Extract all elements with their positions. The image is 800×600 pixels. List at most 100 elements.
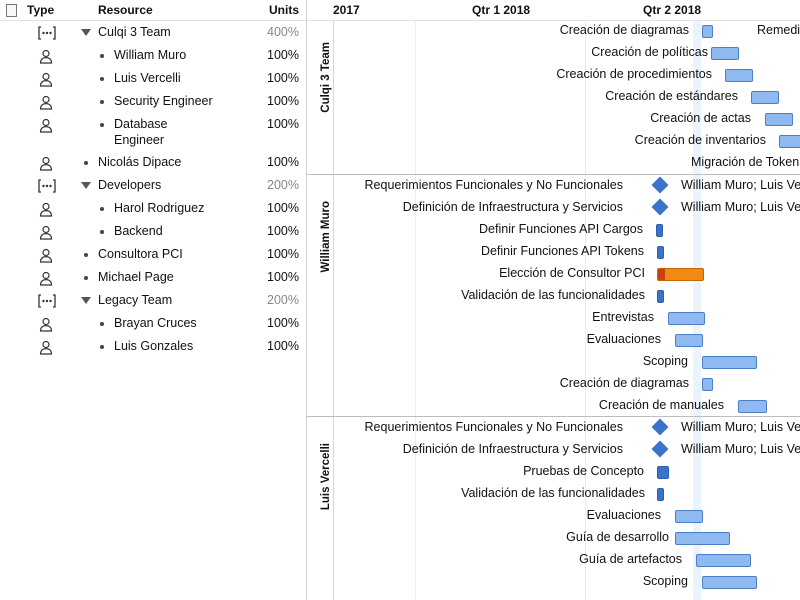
task-name: Scoping: [642, 354, 688, 368]
task-name: Evaluaciones: [586, 508, 661, 522]
task-row[interactable]: Definición de Infraestructura y Servicio…: [307, 197, 800, 219]
task-bar[interactable]: [702, 378, 713, 391]
task-row[interactable]: Guía de artefactos: [307, 549, 800, 571]
task-row[interactable]: Creación de diagramas: [307, 373, 800, 395]
resource-name: Michael Page: [98, 270, 174, 284]
task-row[interactable]: Creación de políticas: [307, 42, 800, 64]
column-header-resource[interactable]: Resource: [98, 3, 153, 17]
resource-name: Luis Vercelli: [114, 71, 181, 85]
milestone-diamond[interactable]: [651, 418, 669, 436]
task-row[interactable]: Creación de procedimientos: [307, 64, 800, 86]
person-icon: [38, 156, 54, 171]
resource-units[interactable]: 100%: [267, 48, 299, 62]
resource-units[interactable]: 100%: [267, 71, 299, 85]
person-icon: [38, 340, 54, 355]
task-bar[interactable]: [657, 246, 664, 259]
task-bar[interactable]: [738, 400, 767, 413]
task-row[interactable]: Guía de desarrollo: [307, 527, 800, 549]
task-bar[interactable]: [657, 488, 664, 501]
task-bar[interactable]: [696, 554, 751, 567]
task-bar[interactable]: [702, 576, 757, 589]
person-icon: [38, 118, 54, 133]
task-row[interactable]: Creación de inventarios: [307, 130, 800, 152]
task-row[interactable]: Evaluaciones: [307, 505, 800, 527]
task-resource: William Muro; Luis Ve: [681, 178, 800, 192]
task-row[interactable]: Elección de Consultor PCI: [307, 263, 800, 285]
resource-name: Developers: [98, 178, 162, 192]
section-label: William Muro: [307, 175, 334, 417]
task-row[interactable]: Scoping: [307, 351, 800, 373]
task-bar[interactable]: [675, 532, 730, 545]
task-row[interactable]: Evaluaciones: [307, 329, 800, 351]
timescale-header: 2017 Qtr 1 2018 Qtr 2 2018: [307, 0, 800, 21]
task-row[interactable]: Creación de manuales: [307, 395, 800, 417]
task-bar[interactable]: [668, 312, 705, 325]
resource-units[interactable]: 400%: [267, 25, 299, 39]
task-row[interactable]: Definir Funciones API Cargos: [307, 219, 800, 241]
milestone-diamond[interactable]: [651, 176, 669, 194]
task-row[interactable]: Scoping: [307, 571, 800, 593]
task-bar[interactable]: [675, 334, 703, 347]
task-row[interactable]: Validación de las funcionalidades: [307, 285, 800, 307]
task-bar[interactable]: [657, 290, 664, 303]
task-row[interactable]: Creación de actas: [307, 108, 800, 130]
resource-units[interactable]: 100%: [267, 117, 299, 131]
task-row[interactable]: Requerimientos Funcionales y No Funciona…: [307, 417, 800, 439]
resource-units[interactable]: 100%: [267, 339, 299, 353]
task-name: Requerimientos Funcionales y No Funciona…: [364, 420, 623, 434]
task-resource: William Muro; Luis Ve: [681, 420, 800, 434]
resource-name: Brayan Cruces: [114, 316, 197, 330]
person-icon: [38, 225, 54, 240]
task-name: Creación de actas: [650, 111, 751, 125]
task-name: Creación de políticas: [591, 45, 708, 59]
task-row[interactable]: Entrevistas: [307, 307, 800, 329]
task-bar[interactable]: [657, 466, 669, 479]
column-header-type[interactable]: Type: [27, 3, 55, 17]
task-bar[interactable]: [751, 91, 779, 104]
task-bar[interactable]: [702, 25, 713, 38]
resource-table-header: Type Resource Units: [0, 0, 306, 21]
document-icon[interactable]: [6, 4, 17, 17]
bullet-icon: [100, 322, 104, 326]
resource-units[interactable]: 100%: [267, 94, 299, 108]
resource-units[interactable]: 100%: [267, 247, 299, 261]
bullet-icon: [84, 276, 88, 280]
disclosure-triangle-icon[interactable]: [81, 297, 91, 304]
task-row[interactable]: Validación de las funcionalidades: [307, 483, 800, 505]
task-bar[interactable]: [725, 69, 753, 82]
resource-units[interactable]: 100%: [267, 224, 299, 238]
person-icon: [38, 72, 54, 87]
task-row[interactable]: Creación de estándares: [307, 86, 800, 108]
task-row[interactable]: Definición de Infraestructura y Servicio…: [307, 439, 800, 461]
task-bar[interactable]: [657, 268, 704, 281]
column-header-units[interactable]: Units: [269, 3, 299, 17]
task-bar[interactable]: [711, 47, 739, 60]
task-row[interactable]: Migración de Token: [307, 152, 800, 174]
task-row[interactable]: Requerimientos Funcionales y No Funciona…: [307, 175, 800, 197]
resource-units[interactable]: 200%: [267, 293, 299, 307]
bullet-icon: [100, 123, 104, 127]
pane-splitter[interactable]: [306, 0, 307, 600]
task-bar[interactable]: [656, 224, 663, 237]
task-row[interactable]: Definir Funciones API Tokens: [307, 241, 800, 263]
task-row[interactable]: Creación de diagramas Remedi: [307, 20, 800, 42]
resource-name: Consultora PCI: [98, 247, 183, 261]
task-bar[interactable]: [702, 356, 757, 369]
task-row[interactable]: Pruebas de Concepto: [307, 461, 800, 483]
disclosure-triangle-icon[interactable]: [81, 182, 91, 189]
resource-units[interactable]: 100%: [267, 155, 299, 169]
milestone-diamond[interactable]: [651, 440, 669, 458]
disclosure-triangle-icon[interactable]: [81, 29, 91, 36]
task-resource: Remedi: [757, 23, 800, 37]
resource-units[interactable]: 100%: [267, 201, 299, 215]
task-bar[interactable]: [779, 135, 800, 148]
resource-units[interactable]: 200%: [267, 178, 299, 192]
task-bar[interactable]: [765, 113, 793, 126]
resource-name: Luis Gonzales: [114, 339, 194, 353]
task-name: Creación de diagramas: [559, 376, 689, 390]
resource-units[interactable]: 100%: [267, 270, 299, 284]
milestone-diamond[interactable]: [651, 198, 669, 216]
task-name: Evaluaciones: [586, 332, 661, 346]
resource-units[interactable]: 100%: [267, 316, 299, 330]
task-bar[interactable]: [675, 510, 703, 523]
